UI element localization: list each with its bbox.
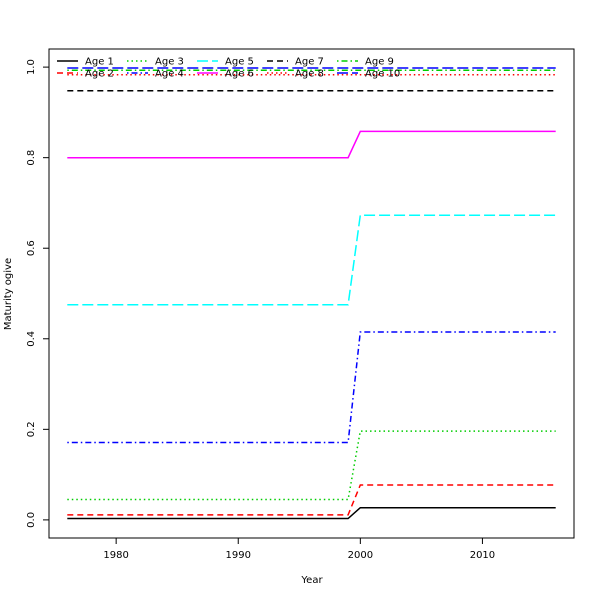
series-layer [67, 67, 556, 520]
y-axis-label: Maturity ogive [3, 258, 14, 330]
legend-label-age-9: Age 9 [365, 57, 394, 68]
legend-label-age-4: Age 4 [155, 69, 184, 80]
legend-label-age-1: Age 1 [85, 57, 114, 68]
y-tick-label: 0.2 [26, 421, 37, 437]
x-tick-label: 2010 [470, 550, 495, 561]
y-tick-label: 1.0 [26, 59, 37, 75]
y-tick-label: 0.6 [26, 240, 37, 256]
y-tick-label: 0.8 [26, 150, 37, 166]
x-axis-label: Year [300, 575, 323, 586]
series-line-age-3 [67, 430, 556, 501]
plot-frame [48, 48, 575, 539]
legend-label-age-3: Age 3 [155, 57, 184, 68]
legend-label-age-5: Age 5 [225, 57, 254, 68]
legend-label-age-6: Age 6 [225, 69, 254, 80]
legend-label-age-2: Age 2 [85, 69, 114, 80]
series-line-age-4 [67, 331, 556, 444]
y-tick-label: 0.4 [26, 331, 37, 347]
axis-layer: 1980 1990 2000 2010 0.0 0.2 0.4 0.6 0.8 1.0 [26, 59, 495, 561]
legend-label-age-10: Age 10 [365, 69, 400, 80]
x-tick-label: 2000 [348, 550, 373, 561]
x-tick-label: 1980 [103, 550, 128, 561]
legend-label-age-7: Age 7 [295, 57, 324, 68]
x-tick-label: 1990 [226, 550, 251, 561]
y-tick-label: 0.0 [26, 512, 37, 528]
legend-label-age-8: Age 8 [295, 69, 324, 80]
series-line-age-1 [67, 506, 556, 520]
series-line-age-6 [67, 130, 556, 159]
series-line-age-5 [67, 214, 556, 306]
series-line-age-2 [67, 484, 556, 516]
